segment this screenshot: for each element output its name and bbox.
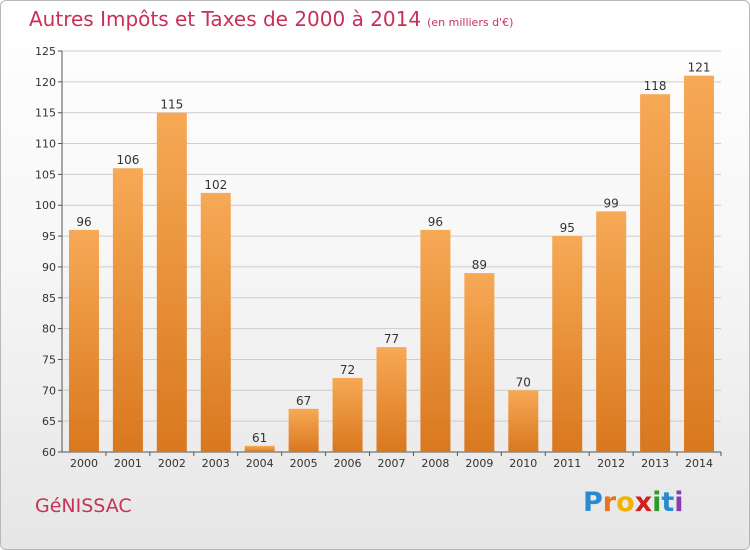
x-tick-label: 2008 <box>421 457 449 470</box>
logo-letter: x <box>634 487 653 518</box>
bar <box>200 192 231 452</box>
data-label: 72 <box>340 363 355 377</box>
y-tick-label: 125 <box>35 45 56 58</box>
data-label: 89 <box>472 258 487 272</box>
data-label: 70 <box>516 375 531 389</box>
y-tick-label: 95 <box>42 230 56 243</box>
data-label: 96 <box>428 215 443 229</box>
chart-title: Autres Impôts et Taxes de 2000 à 2014 (en… <box>29 7 513 31</box>
bars <box>68 75 715 452</box>
y-tick-label: 70 <box>42 384 56 397</box>
y-tick-label: 90 <box>42 261 56 274</box>
x-tick-label: 2014 <box>685 457 713 470</box>
axes: 60 65 70 75 80 85 90 95 100 105 110 115 120 125 2000 20… <box>35 45 722 470</box>
x-tick-label: 2012 <box>597 457 625 470</box>
data-label: 99 <box>604 196 619 210</box>
bar <box>420 229 451 452</box>
bar <box>552 236 583 452</box>
x-tick-label: 2004 <box>246 457 274 470</box>
data-label: 96 <box>76 215 91 229</box>
bar <box>156 112 187 452</box>
y-tick-label: 120 <box>35 76 56 89</box>
data-labels: 96 106 115 102 61 67 72 77 96 89 70 95 99 118 121 <box>76 61 710 445</box>
x-tick-label: 2007 <box>378 457 406 470</box>
bar <box>68 229 99 452</box>
y-tick-label: 75 <box>42 353 56 366</box>
bar <box>376 347 407 452</box>
y-tick-label: 65 <box>42 415 56 428</box>
y-tick-label: 85 <box>42 292 56 305</box>
x-tick-label: 2001 <box>114 457 142 470</box>
x-tick-label: 2006 <box>334 457 362 470</box>
x-tick-label: 2005 <box>290 457 318 470</box>
chart-unit: (en milliers d'€) <box>427 16 514 29</box>
logo-letter: P <box>583 487 603 518</box>
bar <box>288 408 319 452</box>
logo-letter: t <box>661 487 675 518</box>
bar <box>508 390 539 452</box>
data-label: 115 <box>160 98 183 112</box>
logo-letter: i <box>652 487 662 518</box>
logo-letter: i <box>674 487 684 518</box>
x-tick-label: 2000 <box>70 457 98 470</box>
data-label: 102 <box>204 178 227 192</box>
data-label: 106 <box>116 153 139 167</box>
bar <box>684 75 715 452</box>
data-label: 121 <box>688 61 711 75</box>
x-tick-label: 2013 <box>641 457 669 470</box>
bar <box>112 168 143 452</box>
x-tick-label: 2010 <box>509 457 537 470</box>
data-label: 95 <box>560 221 575 235</box>
y-tick-label: 115 <box>35 107 56 120</box>
bar <box>596 211 627 452</box>
logo-letter: r <box>602 487 617 518</box>
data-label: 118 <box>644 79 667 93</box>
y-tick-label: 110 <box>35 138 56 151</box>
logo-letter: o <box>616 487 635 518</box>
x-tick-label: 2002 <box>158 457 186 470</box>
x-tick-label: 2009 <box>465 457 493 470</box>
data-label: 67 <box>296 394 311 408</box>
data-label: 77 <box>384 332 399 346</box>
y-tick-label: 60 <box>42 446 56 459</box>
proxiti-logo[interactable]: Proxiti <box>583 487 684 518</box>
chart-title-text: Autres Impôts et Taxes de 2000 à 2014 <box>29 7 422 31</box>
y-tick-label: 100 <box>35 199 56 212</box>
bar <box>640 94 671 452</box>
bar <box>244 445 275 452</box>
x-tick-label: 2003 <box>202 457 230 470</box>
data-label: 61 <box>252 431 267 445</box>
y-tick-label: 105 <box>35 168 56 181</box>
x-tick-label: 2011 <box>553 457 581 470</box>
y-tick-label: 80 <box>42 323 56 336</box>
commune-name: GéNISSAC <box>35 495 132 517</box>
bar <box>332 377 363 452</box>
bar <box>464 273 495 452</box>
